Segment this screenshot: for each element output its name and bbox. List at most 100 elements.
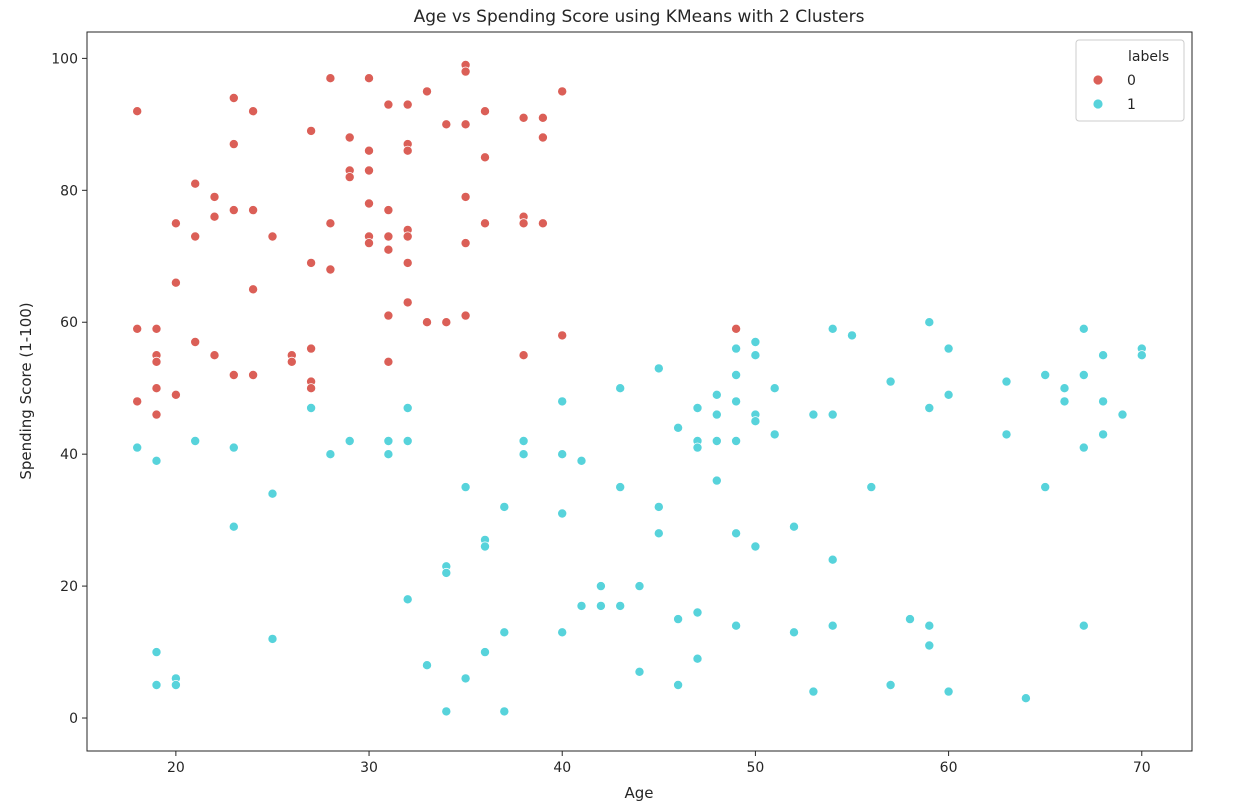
data-point-cluster-1: [653, 528, 664, 539]
data-point-cluster-1: [402, 594, 413, 605]
data-point-cluster-1: [151, 455, 162, 466]
data-point-cluster-0: [306, 125, 317, 136]
data-point-cluster-1: [1136, 350, 1147, 361]
data-point-cluster-1: [576, 600, 587, 611]
data-point-cluster-1: [1098, 350, 1109, 361]
data-point-cluster-0: [383, 205, 394, 216]
x-tick-label: 70: [1133, 760, 1151, 776]
data-point-cluster-1: [595, 600, 606, 611]
data-point-cluster-0: [325, 73, 336, 84]
data-point-cluster-1: [499, 706, 510, 717]
y-tick-label: 80: [60, 183, 78, 199]
data-point-cluster-1: [847, 330, 858, 341]
data-point-cluster-1: [1040, 369, 1051, 380]
data-point-cluster-0: [421, 317, 432, 328]
data-point-cluster-0: [421, 86, 432, 97]
x-tick-label: 20: [167, 760, 185, 776]
data-point-cluster-1: [228, 442, 239, 453]
data-point-cluster-1: [634, 581, 645, 592]
data-point-cluster-0: [267, 231, 278, 242]
x-axis-label: Age: [624, 784, 653, 802]
x-tick-label: 60: [940, 760, 958, 776]
data-point-cluster-1: [344, 435, 355, 446]
data-point-cluster-1: [1078, 323, 1089, 334]
data-point-cluster-1: [615, 383, 626, 394]
data-point-cluster-1: [905, 614, 916, 625]
y-tick-label: 0: [69, 711, 78, 727]
data-point-cluster-0: [132, 396, 143, 407]
data-point-cluster-0: [460, 191, 471, 202]
y-axis-ticks: 0 20 40 60 80 100: [51, 51, 87, 727]
data-point-cluster-1: [789, 627, 800, 638]
data-point-cluster-0: [190, 336, 201, 347]
data-point-cluster-0: [518, 112, 529, 123]
data-point-cluster-0: [190, 231, 201, 242]
data-point-cluster-0: [151, 409, 162, 420]
legend: labels 0 1: [1075, 39, 1185, 122]
data-point-cluster-0: [557, 86, 568, 97]
data-point-cluster-1: [383, 435, 394, 446]
data-point-cluster-0: [537, 132, 548, 143]
x-tick-label: 40: [553, 760, 571, 776]
data-point-cluster-0: [441, 317, 452, 328]
data-point-cluster-0: [363, 238, 374, 249]
data-point-cluster-0: [228, 369, 239, 380]
data-point-cluster-1: [1078, 442, 1089, 453]
data-point-cluster-0: [170, 277, 181, 288]
data-point-cluster-1: [692, 607, 703, 618]
data-point-cluster-0: [479, 218, 490, 229]
data-point-cluster-1: [653, 363, 664, 374]
data-point-cluster-0: [460, 66, 471, 77]
data-point-cluster-1: [711, 409, 722, 420]
data-point-cluster-1: [692, 442, 703, 453]
data-point-cluster-0: [402, 257, 413, 268]
data-point-cluster-1: [190, 435, 201, 446]
data-point-cluster-1: [402, 402, 413, 413]
data-point-cluster-0: [383, 244, 394, 255]
data-point-cluster-0: [460, 310, 471, 321]
plot-frame: [86, 31, 1193, 752]
data-point-cluster-0: [344, 132, 355, 143]
data-point-cluster-0: [383, 356, 394, 367]
data-point-cluster-1: [673, 614, 684, 625]
data-point-cluster-0: [402, 297, 413, 308]
data-point-cluster-1: [808, 409, 819, 420]
legend-title: labels: [1128, 49, 1169, 65]
data-point-cluster-0: [460, 119, 471, 130]
data-point-cluster-1: [479, 647, 490, 658]
data-point-cluster-1: [557, 449, 568, 460]
data-point-cluster-1: [1059, 396, 1070, 407]
data-point-cluster-1: [1001, 376, 1012, 387]
data-point-cluster-1: [499, 627, 510, 638]
data-point-cluster-0: [132, 323, 143, 334]
data-point-cluster-0: [228, 93, 239, 104]
data-point-cluster-1: [557, 396, 568, 407]
data-point-cluster-0: [190, 178, 201, 189]
x-tick-label: 50: [746, 760, 764, 776]
data-point-cluster-1: [1040, 482, 1051, 493]
points-layer: [132, 60, 1147, 717]
data-point-cluster-1: [441, 567, 452, 578]
data-point-cluster-0: [537, 112, 548, 123]
data-point-cluster-1: [576, 455, 587, 466]
y-tick-label: 100: [51, 51, 78, 67]
data-point-cluster-1: [924, 402, 935, 413]
data-point-cluster-1: [827, 620, 838, 631]
data-point-cluster-1: [750, 350, 761, 361]
data-point-cluster-0: [209, 350, 220, 361]
data-point-cluster-1: [827, 554, 838, 565]
data-point-cluster-1: [151, 680, 162, 691]
data-point-cluster-0: [306, 343, 317, 354]
data-point-cluster-1: [1078, 620, 1089, 631]
data-point-cluster-1: [170, 680, 181, 691]
data-point-cluster-0: [248, 205, 259, 216]
x-tick-label: 30: [360, 760, 378, 776]
data-point-cluster-1: [769, 429, 780, 440]
data-point-cluster-0: [479, 106, 490, 117]
data-point-cluster-1: [827, 409, 838, 420]
legend-entry-1: 1: [1127, 97, 1136, 113]
data-point-cluster-0: [209, 191, 220, 202]
data-point-cluster-0: [460, 238, 471, 249]
data-point-cluster-1: [731, 528, 742, 539]
